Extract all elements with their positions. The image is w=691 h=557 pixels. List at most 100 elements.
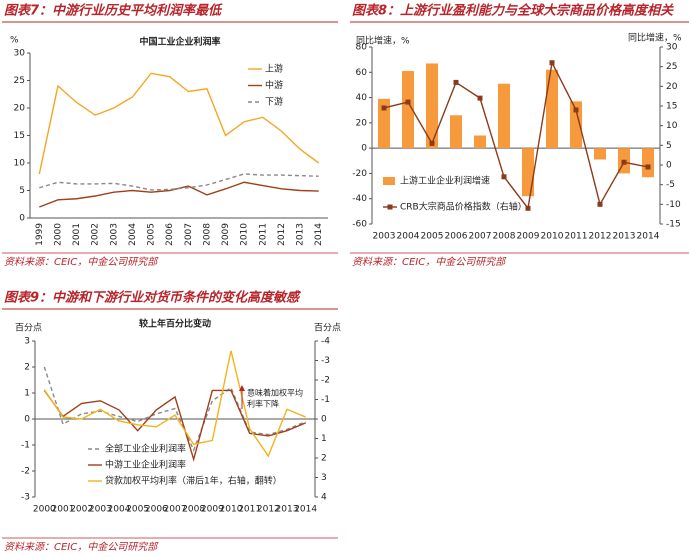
legend-label: 下游: [265, 96, 283, 108]
y-tick-label: 80: [356, 43, 368, 53]
x-tick-label: 2009: [201, 505, 224, 515]
bar: [426, 63, 438, 149]
x-tick-label: 2009: [517, 232, 540, 242]
legend-label: 上游工业企业利润增速: [400, 175, 490, 187]
x-tick-label: 2004: [108, 505, 131, 515]
y-tick-label: -2: [21, 467, 30, 477]
y-tick-label: -20: [352, 169, 367, 179]
bar: [474, 135, 486, 149]
y2-tick-label: 10: [666, 121, 678, 131]
x-tick-label: 2004: [128, 223, 138, 246]
y-axis-label: 百分点: [15, 323, 42, 334]
x-tick-label: 2010: [240, 223, 250, 246]
y-tick-label: 10: [14, 159, 26, 169]
y-tick-label: -3: [21, 493, 30, 503]
x-tick-label: 2007: [164, 505, 187, 515]
y2-tick-label: -2: [321, 376, 330, 386]
bar: [498, 83, 510, 149]
point: [525, 205, 531, 211]
y-tick-label: -1: [21, 441, 30, 451]
x-tick-label: 2003: [89, 505, 112, 515]
y-tick-label: -40: [352, 194, 367, 204]
bar: [402, 71, 414, 149]
point: [501, 174, 507, 180]
x-tick-label: 2010: [220, 505, 243, 515]
point: [453, 79, 459, 85]
point: [573, 107, 579, 113]
point: [597, 201, 603, 207]
y2-tick-label: -15: [666, 220, 681, 230]
point: [645, 164, 651, 170]
y2-tick-label: 1: [321, 434, 327, 444]
x-tick-label: 2002: [91, 223, 101, 246]
y2-tick-label: 20: [666, 82, 678, 92]
legend-marker: [387, 204, 393, 210]
figure-title: 图表8：上游行业盈利能力与全球大宗商品价格高度相关: [352, 3, 674, 19]
series-line: [43, 366, 306, 453]
bar: [546, 69, 558, 149]
x-tick-label: 2005: [147, 223, 157, 246]
x-tick-label: 1999: [35, 223, 45, 246]
y2-tick-label: -5: [666, 180, 675, 190]
x-tick-label: 2005: [126, 505, 149, 515]
annotation: 意味着加权平均: [247, 388, 303, 398]
y2-tick-label: 0: [321, 415, 327, 425]
y-tick-label: 20: [14, 104, 26, 114]
y-tick-label: 15: [14, 131, 25, 141]
y-tick-label: 5: [19, 186, 25, 196]
x-tick-label: 2012: [589, 232, 612, 242]
x-tick-label: 2007: [184, 223, 194, 246]
y-tick-label: 25: [14, 76, 25, 86]
bar: [570, 101, 582, 149]
x-tick-label: 2010: [541, 232, 564, 242]
x-tick-label: 2001: [72, 223, 82, 246]
x-tick-label: 2002: [70, 505, 93, 515]
series-line: [38, 72, 320, 175]
source: 资料来源：CEIC，中金公司研究部: [352, 256, 507, 268]
x-tick-label: 2008: [182, 505, 205, 515]
x-tick-label: 2011: [565, 232, 588, 242]
x-tick-label: 2013: [296, 223, 306, 246]
y-tick-label: 1: [24, 389, 30, 399]
x-tick-label: 2008: [493, 232, 516, 242]
y-tick-label: 20: [356, 118, 368, 128]
y2-tick-label: 4: [321, 493, 327, 503]
y2-tick-label: 0: [666, 161, 672, 171]
y2-tick-label: -10: [666, 200, 681, 210]
annotation: 利率下降: [247, 399, 279, 409]
y2-axis-label: 百分点: [314, 323, 341, 334]
point: [477, 95, 483, 101]
series-line: [39, 181, 319, 208]
point: [621, 159, 627, 165]
x-tick-label: 2004: [397, 232, 420, 242]
bar: [594, 148, 606, 160]
point: [429, 140, 435, 146]
x-tick-label: 2005: [421, 232, 444, 242]
legend-label: CRB大宗商品价格指数（右轴）: [400, 201, 527, 213]
y2-tick-label: 3: [321, 473, 327, 483]
legend-label: 全部工业企业利润率: [105, 443, 186, 455]
x-tick-label: 2013: [276, 505, 299, 515]
x-tick-label: 2003: [109, 223, 119, 246]
y-tick-label: 0: [361, 144, 367, 154]
bar: [378, 98, 390, 149]
legend-label: 上游: [265, 63, 283, 75]
y-tick-label: 0: [24, 415, 30, 425]
series-line: [43, 350, 306, 458]
y-tick-label: 30: [14, 49, 26, 59]
x-tick-label: 2008: [202, 223, 212, 246]
chart-title: 中国工业企业利润率: [139, 36, 220, 48]
legend-label: 贷款加权平均利率（滞后1年，右轴，翻转）: [105, 475, 282, 487]
x-tick-label: 2006: [445, 232, 468, 242]
x-tick-label: 2006: [165, 223, 175, 246]
y2-tick-label: 30: [666, 43, 678, 53]
y-tick-label: 0: [19, 214, 25, 224]
y2-tick-label: -1: [321, 395, 330, 405]
x-tick-label: 2014: [294, 505, 317, 515]
y-axis-label: 同比增速，%: [356, 35, 410, 47]
point: [405, 99, 411, 105]
x-tick-label: 2007: [469, 232, 492, 242]
legend-swatch: [383, 177, 395, 185]
bar: [450, 115, 462, 149]
